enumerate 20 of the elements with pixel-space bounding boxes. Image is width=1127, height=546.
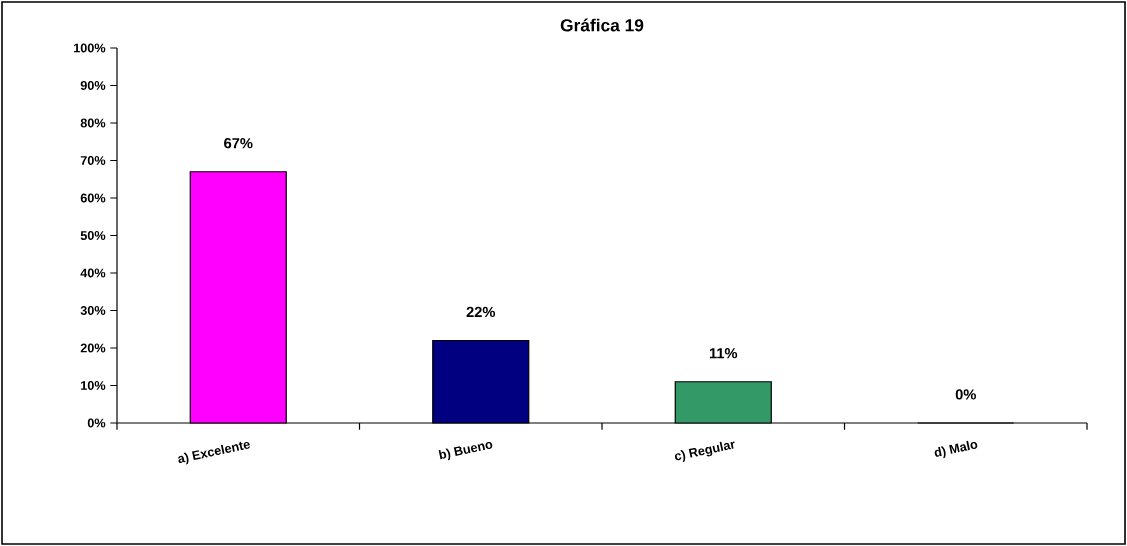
- data-label: 22%: [466, 306, 496, 318]
- x-tick-label: a) Excelente: [178, 441, 250, 465]
- y-tick-label: 0%: [87, 418, 106, 428]
- y-tick-label: 30%: [80, 306, 106, 315]
- x-tick-label: c) Regular: [674, 441, 735, 462]
- y-tick-label: 90%: [80, 81, 106, 90]
- y-tick-label: 100%: [74, 43, 106, 53]
- x-tick-label: d) Malo: [934, 440, 978, 459]
- y-tick-label: 10%: [81, 381, 106, 390]
- y-tick-label: 40%: [80, 268, 106, 278]
- y-tick-label: 60%: [80, 193, 106, 203]
- data-label: 67%: [224, 138, 253, 149]
- x-tick-label: b) Bueno: [438, 442, 493, 461]
- data-label: 0%: [955, 389, 976, 400]
- y-tick-label: 50%: [80, 231, 106, 240]
- y-tick-label: 20%: [80, 343, 106, 353]
- y-tick-label: 80%: [80, 118, 106, 128]
- data-label: 11%: [709, 348, 738, 359]
- y-tick-label: 70%: [80, 156, 106, 165]
- chart-title: Gráfica 19: [560, 18, 644, 32]
